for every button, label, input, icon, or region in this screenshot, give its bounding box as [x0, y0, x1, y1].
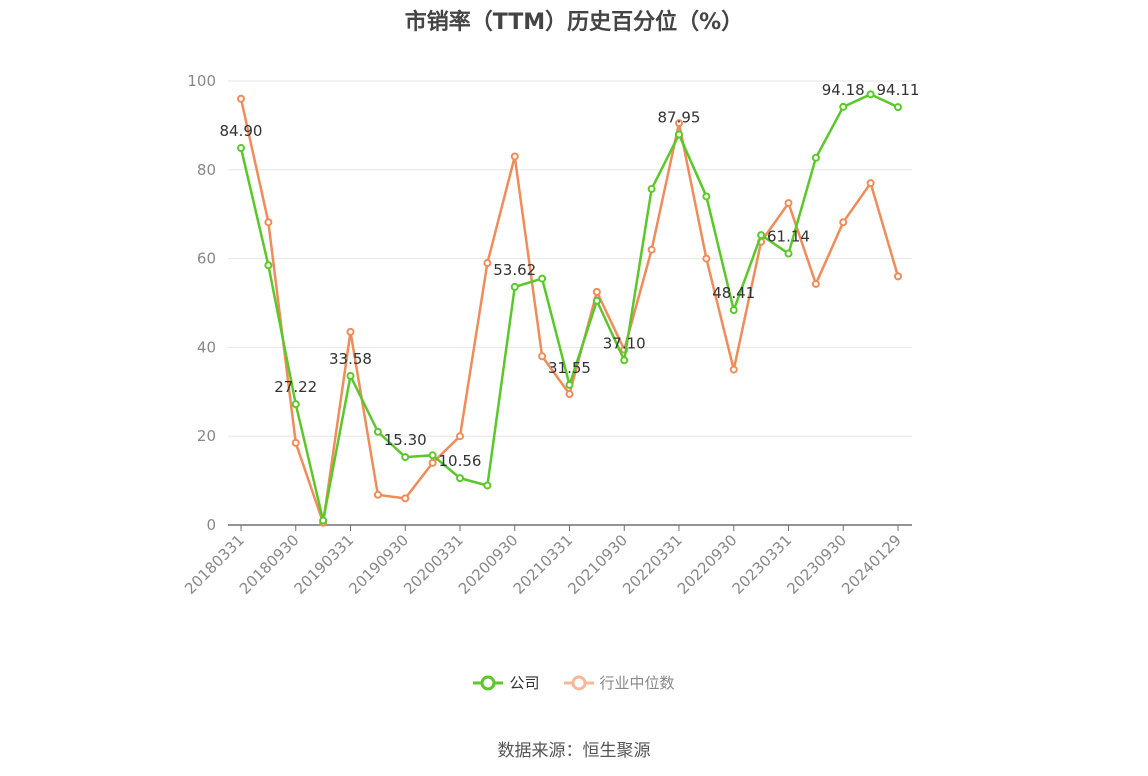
- y-tick-label: 20: [197, 427, 216, 445]
- data-point: [647, 245, 656, 254]
- data-point: [675, 119, 683, 128]
- data-label: 87.95: [658, 109, 701, 127]
- x-tick-label: 20240129: [838, 531, 905, 598]
- chart-title: 市销率（TTM）历史百分位（%）: [404, 10, 744, 35]
- data-point: [401, 494, 410, 503]
- data-point: [428, 451, 437, 460]
- data-point: [675, 130, 683, 139]
- data-point: [702, 192, 711, 201]
- data-point: [866, 179, 875, 188]
- y-tick-label: 0: [206, 516, 216, 534]
- data-label: 84.90: [220, 122, 263, 140]
- data-point: [729, 365, 738, 374]
- legend-industry-label: 行业中位数: [599, 674, 675, 692]
- data-label: 15.30: [384, 431, 427, 449]
- data-label: 94.18: [822, 81, 865, 99]
- data-point: [456, 474, 464, 483]
- data-point: [373, 490, 382, 499]
- data-point: [483, 481, 492, 490]
- data-point: [647, 184, 656, 193]
- data-point: [264, 261, 273, 270]
- legend-industry-icon: [563, 675, 594, 690]
- data-point: [237, 144, 245, 153]
- data-point: [483, 259, 492, 268]
- data-point: [373, 427, 382, 436]
- data-point: [346, 327, 355, 336]
- data-point: [428, 458, 437, 467]
- y-tick-label: 60: [197, 250, 216, 268]
- data-point: [346, 371, 355, 380]
- data-point: [565, 380, 574, 389]
- data-point: [565, 390, 574, 399]
- data-label: 61.14: [767, 228, 810, 246]
- data-point: [538, 352, 547, 361]
- data-point: [866, 90, 875, 99]
- data-point: [894, 103, 902, 112]
- legend-item-company[interactable]: 公司: [473, 672, 540, 693]
- data-label: 53.62: [493, 261, 536, 279]
- data-point: [729, 306, 738, 315]
- legend-company-icon: [473, 675, 504, 690]
- data-label: 31.55: [548, 359, 591, 377]
- data-label: 94.11: [877, 81, 920, 99]
- data-point: [510, 152, 519, 161]
- data-label: 27.22: [274, 378, 317, 396]
- y-tick-label: 100: [187, 72, 216, 90]
- data-point: [237, 94, 245, 103]
- y-tick-label: 40: [197, 338, 216, 356]
- legend-company-label: 公司: [509, 674, 540, 692]
- data-point: [401, 453, 410, 462]
- legend-item-industry[interactable]: 行业中位数: [563, 672, 675, 693]
- data-point: [811, 279, 820, 288]
- data-point: [784, 249, 793, 258]
- data-label: 37.10: [603, 334, 646, 352]
- data-point: [538, 274, 547, 283]
- data-point: [264, 218, 273, 227]
- series-line: [239, 93, 899, 522]
- data-point: [456, 432, 464, 441]
- legend: 公司 行业中位数: [0, 672, 1148, 693]
- data-point: [291, 438, 300, 447]
- data-point: [592, 287, 601, 296]
- data-point: [592, 296, 601, 305]
- data-point: [620, 356, 629, 365]
- data-point: [757, 231, 766, 240]
- data-point: [839, 218, 848, 227]
- data-point: [784, 199, 793, 208]
- data-point: [839, 102, 848, 111]
- data-label: 10.56: [439, 452, 482, 470]
- data-label: 48.41: [712, 284, 755, 302]
- data-source: 数据来源：恒生聚源: [497, 741, 651, 761]
- data-label: 33.58: [329, 350, 372, 368]
- data-point: [291, 400, 300, 409]
- y-tick-label: 80: [197, 161, 216, 179]
- data-point: [319, 516, 328, 525]
- series-line: [239, 98, 900, 525]
- data-point: [894, 272, 902, 281]
- data-point: [702, 254, 711, 263]
- data-point: [811, 153, 820, 162]
- data-point: [510, 282, 519, 291]
